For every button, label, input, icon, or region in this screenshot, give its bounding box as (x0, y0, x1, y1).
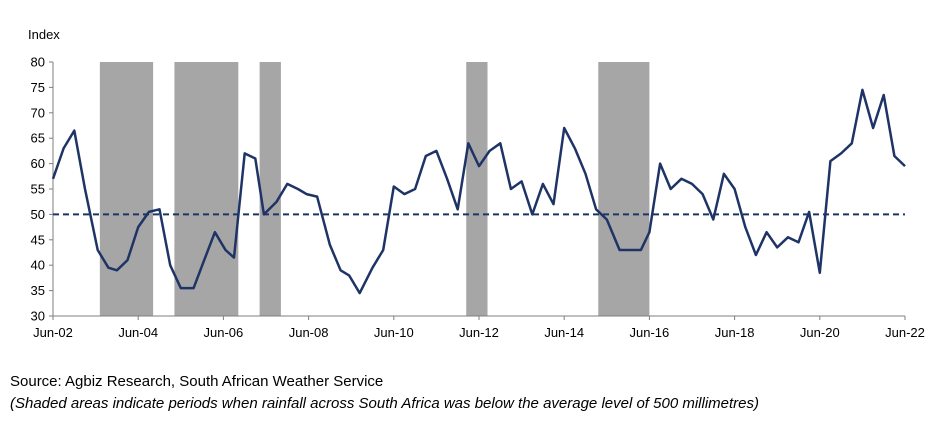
shaded-period-4 (466, 62, 488, 316)
x-tick-label: Jun-20 (800, 325, 840, 340)
x-tick-label: Jun-08 (289, 325, 329, 340)
x-axis-ticks: Jun-02 Jun-04 Jun-06 Jun-08 Jun-10 Jun-12 Jun-… (33, 316, 925, 340)
note-text: (Shaded areas indicate periods when rain… (10, 395, 759, 412)
x-tick-label: Jun-14 (544, 325, 584, 340)
x-tick-label: Jun-16 (630, 325, 670, 340)
source-text: Source: Agbiz Research, South African We… (10, 373, 384, 390)
x-tick-label: Jun-18 (715, 325, 755, 340)
shaded-period-1 (99, 62, 154, 316)
shaded-period-5 (598, 62, 650, 316)
y-tick-label: 30 (31, 309, 45, 324)
x-tick-label: Jun-02 (33, 325, 73, 340)
shaded-period-2 (174, 62, 239, 316)
y-tick-label: 65 (31, 131, 45, 146)
y-tick-label: 70 (31, 105, 45, 120)
y-tick-label: 45 (31, 232, 45, 247)
x-tick-label: Jun-22 (885, 325, 925, 340)
y-axis-ticks: 30 35 40 45 50 55 60 65 70 75 80 (31, 55, 53, 324)
x-tick-label: Jun-10 (374, 325, 414, 340)
y-tick-label: 40 (31, 258, 45, 273)
y-tick-label: 80 (31, 55, 45, 70)
x-tick-label: Jun-06 (204, 325, 244, 340)
y-tick-label: 50 (31, 207, 45, 222)
y-tick-label: 60 (31, 156, 45, 171)
shaded-period-3 (259, 62, 281, 316)
y-axis-label: Index (28, 27, 60, 42)
series-line (51, 88, 906, 295)
x-tick-label: Jun-04 (118, 325, 158, 340)
y-tick-label: 35 (31, 283, 45, 298)
shaded-periods (99, 62, 650, 316)
x-tick-label: Jun-12 (459, 325, 499, 340)
y-tick-label: 75 (31, 80, 45, 95)
y-tick-label: 55 (31, 182, 45, 197)
